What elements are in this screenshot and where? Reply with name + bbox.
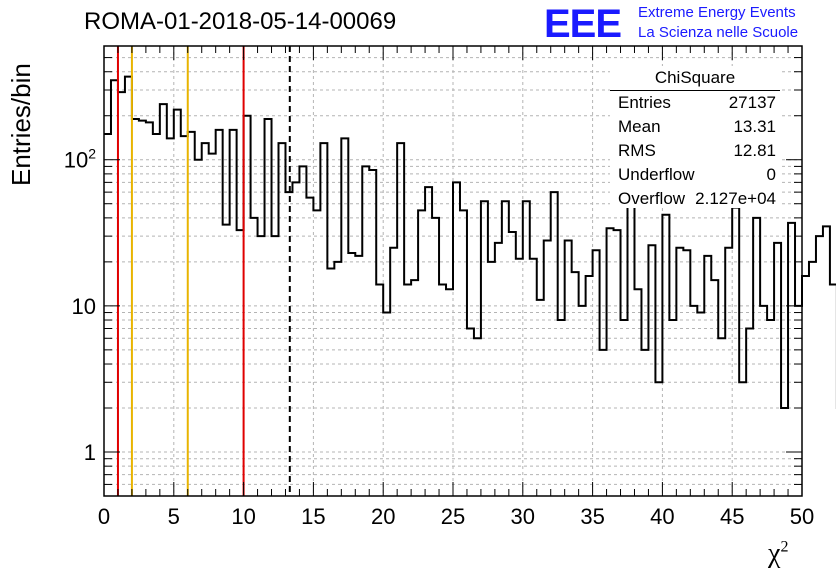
stats-title: ChiSquare	[654, 68, 736, 87]
x-tick-label: 30	[511, 504, 535, 529]
chart-title: ROMA-01-2018-05-14-00069	[84, 8, 397, 35]
stats-row-entries: Entries 27137	[618, 93, 776, 117]
histogram-series-line	[104, 75, 836, 410]
logo-line-1: Extreme Energy Events	[638, 4, 796, 21]
x-tick-label: 25	[441, 504, 465, 529]
eee-logo: EEE	[544, 2, 622, 46]
stats-value: 2.127e+04	[695, 189, 776, 208]
stats-value: 27137	[728, 93, 776, 112]
logo-line-2: La Scienza nelle Scuole	[638, 24, 799, 41]
stats-divider	[610, 90, 780, 91]
stats-value: 0	[766, 165, 776, 184]
stats-key: Overflow	[618, 189, 686, 208]
stats-key: Entries	[618, 93, 671, 112]
y-tick-label: 102	[64, 146, 96, 173]
cut-lines	[116, 46, 291, 496]
stats-row-overflow: Overflow 2.127e+04	[618, 189, 776, 213]
x-tick-label: 0	[98, 504, 110, 529]
y-axis-label: Entries/bin	[6, 63, 36, 186]
stats-value: 12.81	[733, 141, 776, 160]
tick-labels: 0 5 10 15 20 25 30 35 40 45 50 1 10 102	[64, 146, 815, 529]
stats-row-rms: RMS 12.81	[618, 141, 776, 165]
x-tick-label: 40	[650, 504, 674, 529]
x-tick-label: 10	[231, 504, 255, 529]
x-axis-label: χ2	[768, 538, 789, 569]
stats-key: Underflow	[618, 165, 695, 184]
axis-ticks	[103, 45, 803, 497]
stats-key: Mean	[618, 117, 661, 136]
stats-row-mean: Mean 13.31	[618, 117, 776, 141]
x-tick-label: 20	[371, 504, 395, 529]
stats-key: RMS	[618, 141, 656, 160]
y-tick-label: 10	[72, 294, 96, 319]
stats-box: ChiSquare Entries 27137 Mean 13.31 RMS 1…	[610, 66, 780, 208]
x-tick-label: 45	[720, 504, 744, 529]
y-tick-label: 1	[84, 440, 96, 465]
stats-row-underflow: Underflow 0	[618, 165, 776, 189]
stats-value: 13.31	[733, 117, 776, 136]
x-tick-label: 5	[168, 504, 180, 529]
x-tick-label: 35	[580, 504, 604, 529]
x-tick-label: 50	[790, 504, 814, 529]
x-tick-label: 15	[301, 504, 325, 529]
